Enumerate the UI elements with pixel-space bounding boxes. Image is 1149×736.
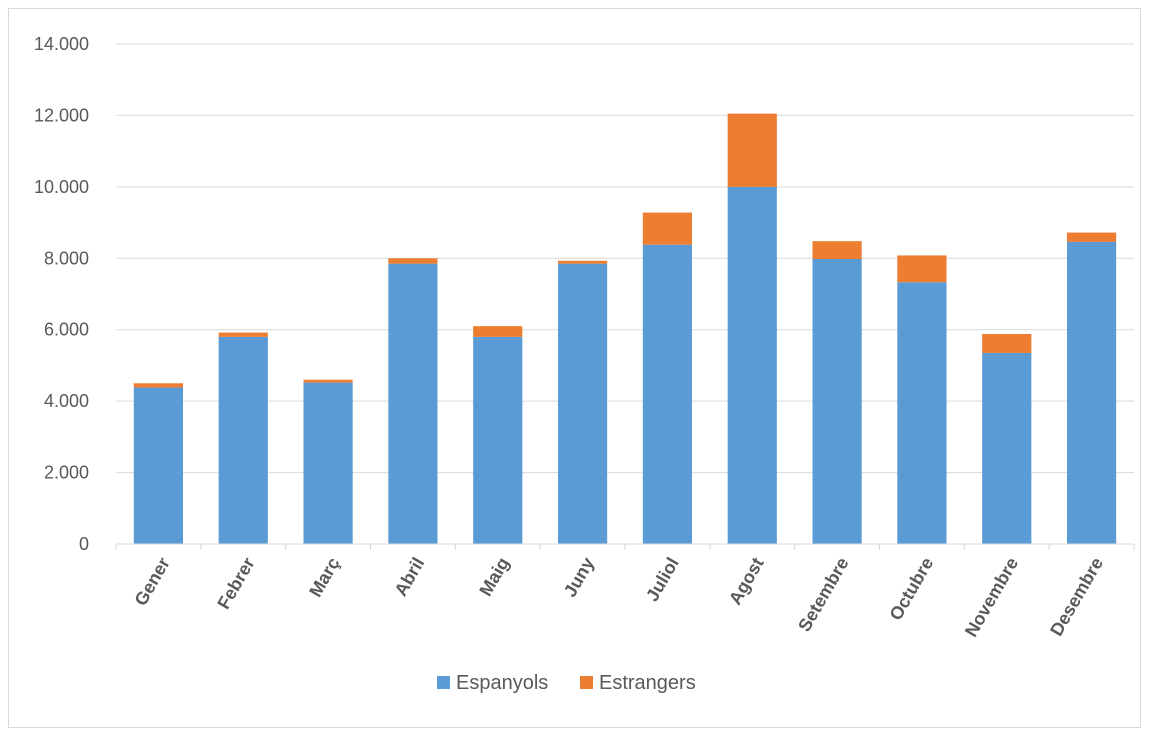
bar-estrangers-març bbox=[303, 380, 352, 383]
y-tick-label: 10.000 bbox=[34, 177, 89, 197]
y-tick-label: 6.000 bbox=[44, 320, 89, 340]
y-tick-label: 12.000 bbox=[34, 105, 89, 125]
x-tick-label: Desembre bbox=[1046, 554, 1107, 639]
bar-estrangers-febrer bbox=[219, 333, 268, 337]
bar-estrangers-octubre bbox=[897, 255, 946, 282]
legend: Espanyols Estrangers bbox=[437, 672, 696, 694]
bar-espanyols-gener bbox=[134, 388, 183, 544]
bar-estrangers-desembre bbox=[1067, 233, 1116, 242]
y-tick-labels: 0 2.000 4.000 6.000 8.000 10.000 12.000 14.000 bbox=[34, 34, 89, 554]
y-tick-label: 0 bbox=[79, 534, 89, 554]
bar-espanyols-juliol bbox=[643, 245, 692, 544]
x-axis bbox=[116, 544, 1134, 550]
bar-estrangers-gener bbox=[134, 383, 183, 387]
y-tick-label: 2.000 bbox=[44, 463, 89, 483]
bar-espanyols-maig bbox=[473, 337, 522, 544]
x-tick-labels: Gener Febrer Març Abril Maig Juny Juliol Agost S… bbox=[131, 554, 1108, 640]
bars bbox=[134, 114, 1116, 544]
legend-swatch-estrangers bbox=[580, 676, 593, 689]
bar-espanyols-desembre bbox=[1067, 242, 1116, 544]
x-tick-label: Gener bbox=[131, 554, 174, 609]
legend-label-espanyols: Espanyols bbox=[456, 672, 548, 694]
x-tick-label: Maig bbox=[475, 554, 513, 600]
chart-frame: 0 2.000 4.000 6.000 8.000 10.000 12.000 14.000 … bbox=[8, 8, 1141, 728]
legend-swatch-espanyols bbox=[437, 676, 450, 689]
x-tick-label: Novembre bbox=[961, 554, 1022, 640]
stacked-bar-chart: 02.0004.0006.0008.00010.00012.00014.000 … bbox=[9, 9, 1142, 729]
bar-espanyols-març bbox=[303, 383, 352, 544]
x-tick-label: Març bbox=[305, 554, 343, 600]
bar-estrangers-juliol bbox=[643, 213, 692, 245]
bar-espanyols-octubre bbox=[897, 282, 946, 544]
gridlines bbox=[116, 44, 1134, 473]
x-tick-label: Juny bbox=[560, 554, 598, 600]
bar-espanyols-juny bbox=[558, 264, 607, 544]
bar-espanyols-novembre bbox=[982, 353, 1031, 544]
bar-espanyols-febrer bbox=[219, 337, 268, 544]
bar-estrangers-maig bbox=[473, 326, 522, 337]
bar-espanyols-agost bbox=[728, 187, 777, 544]
legend-label-estrangers: Estrangers bbox=[599, 672, 696, 694]
x-tick-label: Febrer bbox=[213, 554, 258, 613]
bar-espanyols-abril bbox=[388, 264, 437, 544]
bar-estrangers-agost bbox=[728, 114, 777, 187]
x-tick-label: Abril bbox=[391, 554, 429, 600]
y-tick-label: 4.000 bbox=[44, 391, 89, 411]
bar-estrangers-novembre bbox=[982, 334, 1031, 353]
x-tick-label: Octubre bbox=[886, 554, 938, 624]
x-tick-label: Juliol bbox=[642, 554, 683, 605]
y-tick-label: 14.000 bbox=[34, 34, 89, 54]
bar-estrangers-setembre bbox=[812, 241, 861, 259]
x-tick-label: Agost bbox=[725, 554, 768, 608]
bar-espanyols-setembre bbox=[812, 259, 861, 544]
bar-estrangers-juny bbox=[558, 261, 607, 264]
y-tick-label: 8.000 bbox=[44, 248, 89, 268]
x-tick-label: Setembre bbox=[794, 554, 852, 635]
bar-estrangers-abril bbox=[388, 258, 437, 263]
